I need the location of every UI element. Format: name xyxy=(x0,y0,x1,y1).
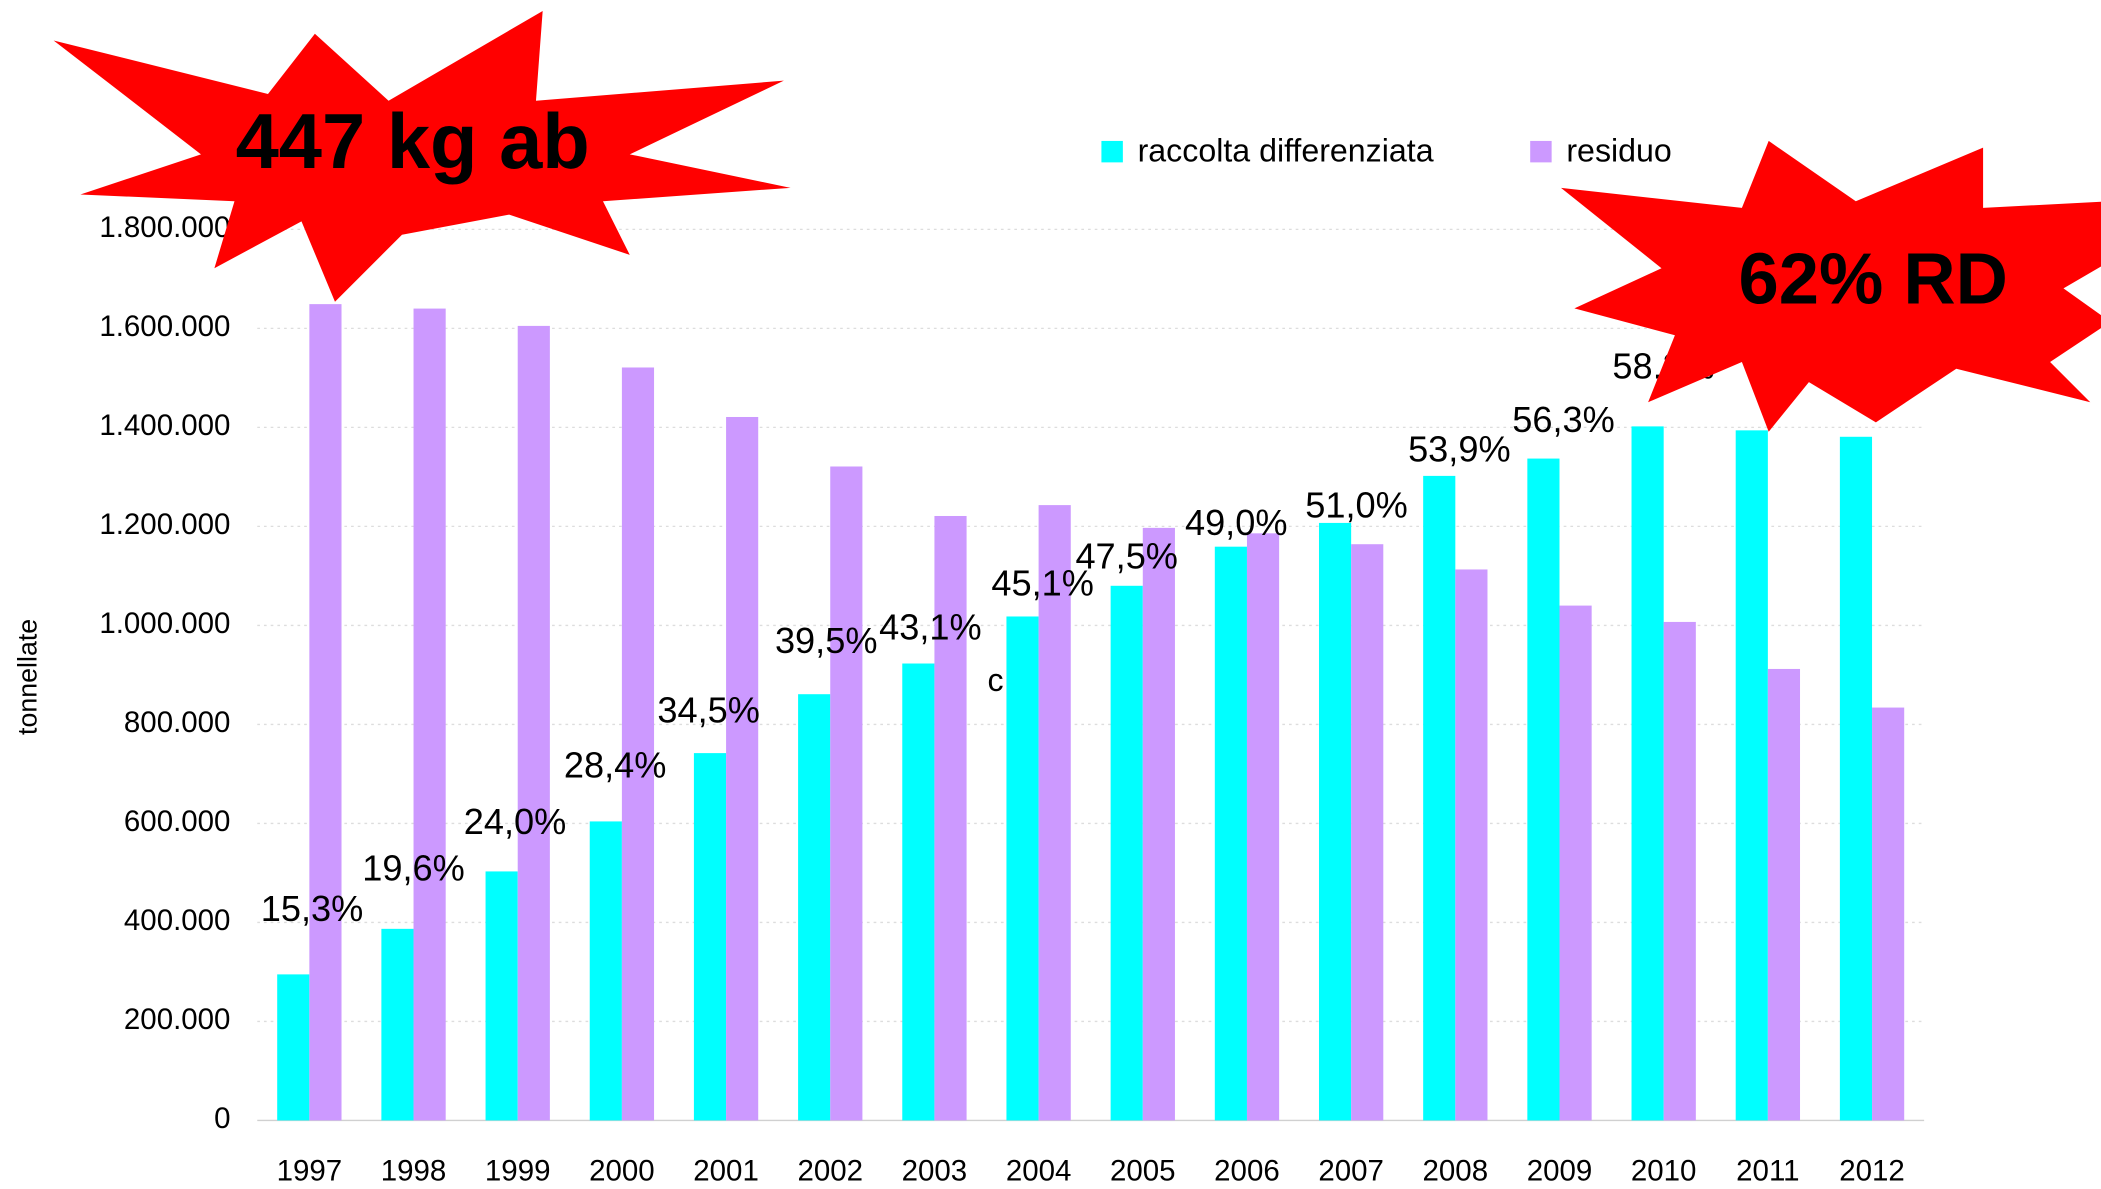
legend-label: residuo xyxy=(1566,132,1671,168)
x-tick-label: 2009 xyxy=(1527,1154,1593,1187)
bar xyxy=(1246,533,1280,1121)
percent-label: 47,5% xyxy=(1075,536,1178,577)
percent-label: 28,4% xyxy=(564,745,667,786)
y-tick-label: 200.000 xyxy=(124,1003,231,1036)
y-tick-label: 1.000.000 xyxy=(99,607,230,640)
bar xyxy=(309,304,342,1121)
starburst xyxy=(53,10,791,302)
bar xyxy=(1735,430,1768,1121)
bar xyxy=(589,821,622,1121)
percent-label: 51,0% xyxy=(1305,485,1408,526)
y-tick-label: 1.200.000 xyxy=(99,508,230,541)
annotation: 447 kg ab xyxy=(236,99,590,185)
y-axis-label: tonnellate xyxy=(13,619,43,735)
legend-label: raccolta differenziata xyxy=(1138,132,1434,168)
x-tick-label: 1999 xyxy=(485,1154,551,1187)
percent-label: 45,1% xyxy=(991,562,1094,603)
bar xyxy=(1631,426,1664,1121)
y-tick-label: 600.000 xyxy=(124,805,231,838)
x-tick-label: 2001 xyxy=(693,1154,759,1187)
bar xyxy=(1527,458,1560,1121)
bar xyxy=(1663,621,1696,1121)
bar xyxy=(381,928,414,1121)
bar xyxy=(693,753,727,1121)
y-tick-label: 1.600.000 xyxy=(99,310,230,343)
legend-swatch xyxy=(1101,140,1123,163)
percent-label: 56,3% xyxy=(1512,399,1615,440)
bar xyxy=(1351,544,1384,1121)
bar xyxy=(1038,505,1071,1121)
y-tick-label: 1.400.000 xyxy=(99,409,230,442)
bar xyxy=(934,515,967,1121)
bar xyxy=(1872,707,1905,1121)
bar xyxy=(830,466,863,1121)
x-tick-label: 2004 xyxy=(1006,1154,1072,1187)
percent-label: 34,5% xyxy=(657,690,760,731)
percent-label: 49,0% xyxy=(1185,502,1288,543)
y-tick-label: 400.000 xyxy=(124,904,231,937)
bar xyxy=(1110,585,1143,1121)
x-tick-label: 2008 xyxy=(1423,1154,1489,1187)
bar xyxy=(726,416,759,1121)
x-tick-label: 1998 xyxy=(381,1154,447,1187)
percent-label: 43,1% xyxy=(879,607,982,648)
bar xyxy=(1839,436,1873,1121)
x-tick-label: 1997 xyxy=(277,1154,343,1187)
labels: 0 200.000 400.000 600.000 800.000 1.000.000 1.… xyxy=(99,132,1904,1187)
bar xyxy=(1142,527,1175,1121)
x-tick-label: 2006 xyxy=(1214,1154,1280,1187)
bar xyxy=(1559,605,1592,1121)
bar xyxy=(621,367,655,1121)
x-tick-label: 2002 xyxy=(797,1154,863,1187)
bar xyxy=(798,694,831,1121)
percent-label: 53,9% xyxy=(1408,428,1511,469)
bar xyxy=(1318,522,1352,1121)
x-tick-label: 2011 xyxy=(1736,1154,1799,1187)
x-tick-label: 2003 xyxy=(902,1154,968,1187)
percent-label: 19,6% xyxy=(362,848,465,889)
annotation: 62% RD xyxy=(1739,239,2008,319)
bar xyxy=(1455,569,1488,1121)
y-tick-label: 0 xyxy=(214,1102,230,1135)
bar xyxy=(517,325,550,1121)
y-tick-label: 800.000 xyxy=(124,706,231,739)
x-tick-label: 2000 xyxy=(589,1154,655,1187)
x-tick-label: 2012 xyxy=(1839,1154,1905,1187)
annotation: c xyxy=(988,662,1004,698)
bar xyxy=(277,974,310,1121)
bar xyxy=(1214,546,1247,1121)
percent-label: 39,5% xyxy=(775,620,878,661)
bar xyxy=(902,663,935,1121)
bar xyxy=(413,308,446,1121)
bars xyxy=(277,304,1905,1121)
starburst xyxy=(1561,140,2101,432)
bar xyxy=(1006,616,1039,1121)
percent-label: 15,3% xyxy=(261,888,364,929)
x-tick-label: 2010 xyxy=(1631,1154,1697,1187)
x-tick-label: 2007 xyxy=(1318,1154,1384,1187)
legend-swatch xyxy=(1530,140,1552,163)
y-tick-label: 1.800.000 xyxy=(99,211,230,244)
bar xyxy=(1423,475,1456,1121)
bar xyxy=(485,871,518,1121)
x-tick-label: 2005 xyxy=(1110,1154,1176,1187)
percent-label: 24,0% xyxy=(464,801,567,842)
bar xyxy=(1767,668,1801,1121)
